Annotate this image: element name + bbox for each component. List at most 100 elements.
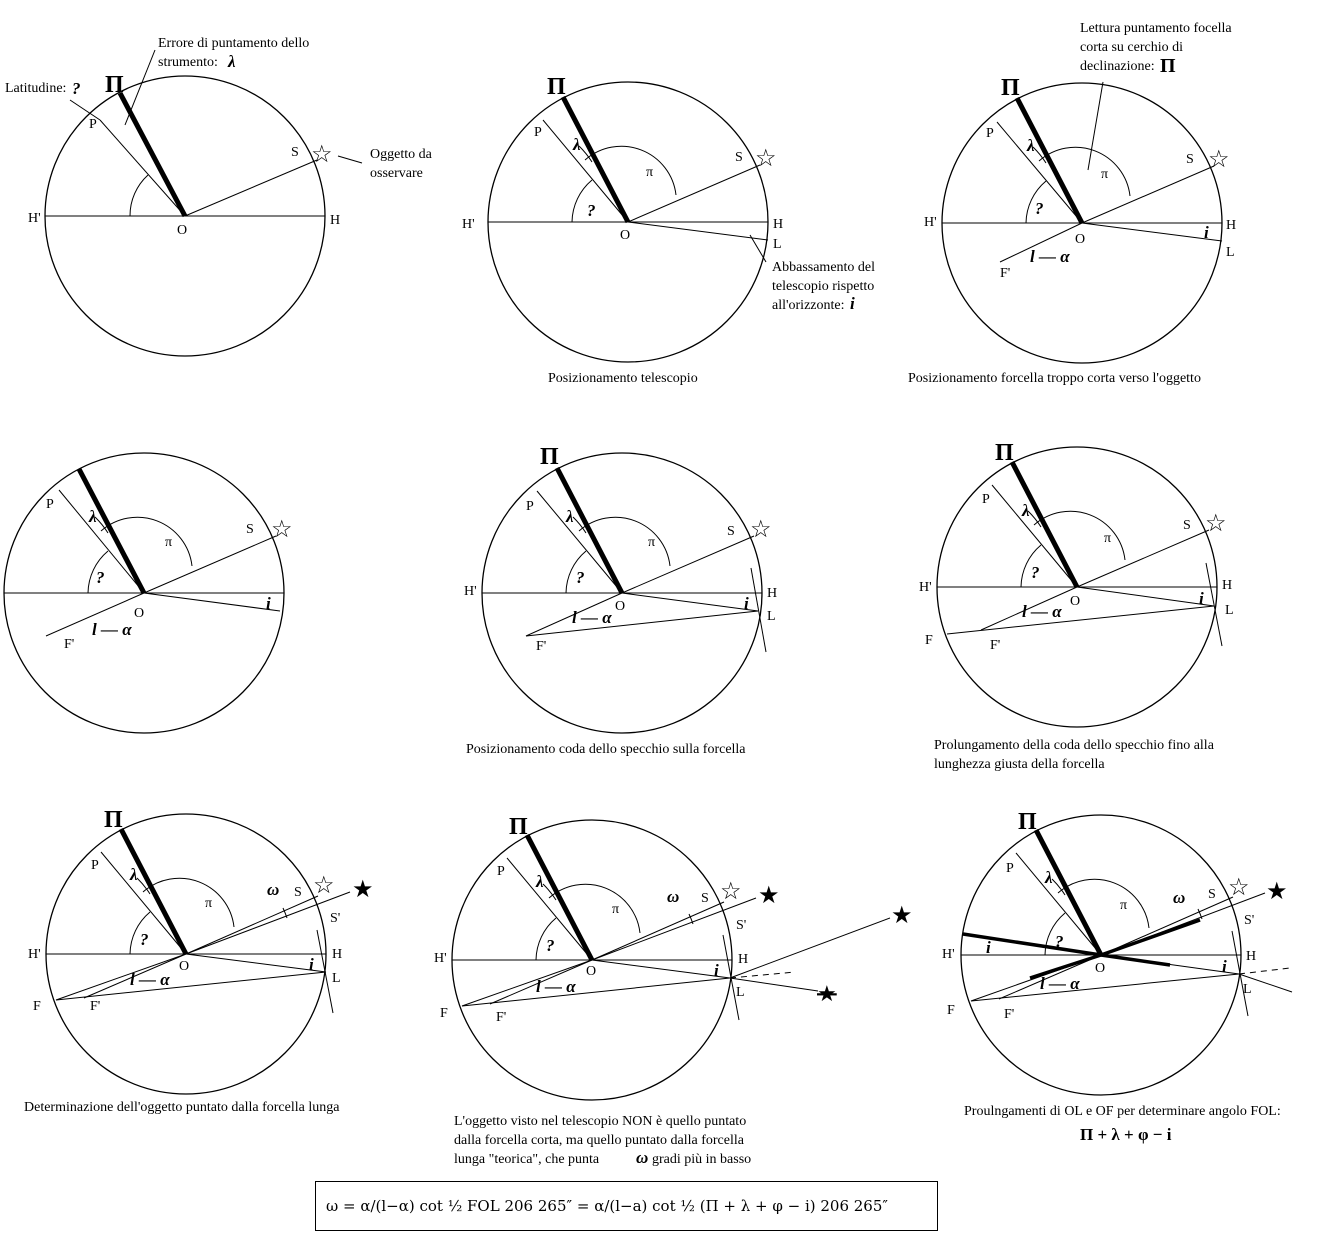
panel-5-lowered-telescope-line bbox=[621, 592, 759, 612]
panel-9-label-l-alpha: l — α bbox=[1040, 974, 1080, 993]
panel-3-label-L: L bbox=[1226, 245, 1235, 260]
panel-2-abbass-line2: telescopio rispetto bbox=[772, 279, 874, 294]
panel-7-label-Sprime: S' bbox=[330, 911, 340, 926]
panel-5-polar-axis bbox=[536, 490, 623, 594]
panel-4-star-line bbox=[143, 535, 277, 594]
panel-9: Π P λ π ? i ω S ☆ ★ S' H' H O i L l — α … bbox=[942, 809, 1293, 1144]
panel-9-caption-line1: Proulngamenti di OL e OF per determinare… bbox=[964, 1104, 1281, 1119]
panel-8-lowered-telescope-line bbox=[591, 959, 731, 979]
panel-6-label-Hprime: H' bbox=[919, 580, 932, 595]
panel-3-label-lambda: λ bbox=[1026, 136, 1035, 155]
panel-7-perpendicular-line bbox=[316, 929, 334, 1014]
panel-7-star-line bbox=[185, 895, 319, 955]
panel-5-label-S: S bbox=[727, 524, 735, 539]
panel-7-label-omega: ω bbox=[267, 880, 279, 899]
panel-8-telescope-sight-line bbox=[729, 917, 891, 979]
panel-9-label-i: i bbox=[1222, 957, 1227, 976]
panel-6-label-phi: ? bbox=[1031, 563, 1040, 582]
panel-3-phi-arc bbox=[1025, 180, 1047, 224]
panel-9-extended-tail-line bbox=[970, 973, 1240, 1002]
panel-6-polar-axis bbox=[991, 484, 1078, 588]
panel-5-short-fork-line bbox=[525, 592, 623, 637]
panel-9-OF-segment bbox=[1029, 953, 1102, 980]
panel-9-phi-arc bbox=[1044, 912, 1066, 956]
panel-1: Π P S H' H O ☆ Latitudine: ? Errore di p… bbox=[5, 36, 433, 357]
panel-2-label-H: H bbox=[773, 217, 783, 232]
panel-6-lowered-telescope-line bbox=[1076, 586, 1215, 607]
panel-9-OL-extension bbox=[962, 932, 1102, 957]
panel-7-label-S: S bbox=[294, 885, 302, 900]
panel-6-label-P: P bbox=[982, 492, 990, 507]
panel-3-label-P: P bbox=[986, 126, 994, 141]
panel-2-label-S: S bbox=[735, 150, 743, 165]
panel-8-label-omega: ω bbox=[667, 887, 679, 906]
panel-3-star-open-icon: ☆ bbox=[1208, 147, 1230, 173]
formula-text: ω = α/(l−α) cot ½ FOL 206 265″ = α/(l−a)… bbox=[326, 1197, 888, 1215]
panel-9-star-open-icon: ☆ bbox=[1228, 875, 1250, 901]
panel-9-star-line bbox=[1100, 896, 1234, 956]
panel-7-label-pi-small: π bbox=[205, 896, 212, 911]
panel-8-label-Hprime: H' bbox=[434, 951, 447, 966]
panel-4-short-fork-line bbox=[45, 592, 145, 637]
panel-8-telescope-axis bbox=[524, 833, 595, 962]
panel-6-telescope-axis bbox=[1009, 460, 1080, 589]
panel-3-lettura-line3: declinazione: bbox=[1080, 59, 1155, 74]
panel-6-phi-arc bbox=[1020, 544, 1042, 588]
panel-2-lowered-telescope-line bbox=[627, 221, 769, 241]
panel-6-label-L: L bbox=[1225, 603, 1234, 618]
panel-1-errore-symbol: λ bbox=[227, 52, 236, 71]
panel-1-errore-line1: Errore di puntamento dello bbox=[158, 36, 309, 51]
panel-1-errore-line2: strumento: bbox=[158, 55, 218, 70]
panel-3-lettura-symbol: Π bbox=[1160, 55, 1176, 77]
panel-8-lambda-arc bbox=[542, 883, 557, 901]
panel-3-label-phi: ? bbox=[1035, 199, 1044, 218]
panel-4-label-pi-small: π bbox=[165, 535, 172, 550]
panel-8-star-line bbox=[591, 901, 725, 961]
panel-9-label-Sprime: S' bbox=[1244, 913, 1254, 928]
panel-4-label-i: i bbox=[266, 594, 271, 613]
panel-7-label-F: F bbox=[33, 999, 41, 1014]
panel-7-label-P: P bbox=[91, 858, 99, 873]
panel-8-label-L: L bbox=[736, 985, 745, 1000]
panel-9-perpendicular-line bbox=[1231, 930, 1249, 1017]
panel-2-label-Hprime: H' bbox=[462, 217, 475, 232]
panel-7-label-lambda: λ bbox=[129, 865, 138, 884]
panel-7-label-Hprime: H' bbox=[28, 947, 41, 962]
panel-9-omega-arc bbox=[1197, 908, 1203, 920]
panel-6: Π P λ π ? S ☆ H' H O i L l — α F F' Prol… bbox=[919, 440, 1234, 772]
panel-2-abbass-line3: all'orizzonte: bbox=[772, 298, 845, 313]
panel-9-label-phi: ? bbox=[1055, 932, 1064, 951]
panel-8-long-fork-line bbox=[461, 959, 593, 1007]
panel-9-caption-line2: Π + λ + φ − i bbox=[1080, 1125, 1172, 1144]
panel-3-label-H: H bbox=[1226, 218, 1236, 233]
panel-3-label-l-alpha: l — α bbox=[1030, 247, 1070, 266]
panel-8-star-filled-icon: ★ bbox=[758, 883, 780, 909]
panel-4-label-O: O bbox=[134, 606, 144, 621]
panel-7-pi-arc bbox=[142, 877, 235, 928]
panel-1-latitudine-symbol: ? bbox=[72, 79, 81, 98]
panel-7-label-i: i bbox=[309, 955, 314, 974]
panel-7-lowered-telescope-line bbox=[185, 953, 327, 973]
panel-2: Π P λ π ? S ☆ H' H O L Abbassamento del … bbox=[462, 74, 875, 386]
panel-7-telescope-axis bbox=[118, 827, 189, 956]
panel-4-polar-axis bbox=[58, 489, 145, 594]
panel-3-short-fork-line bbox=[999, 222, 1083, 263]
panel-1-oggetto-line2: osservare bbox=[370, 166, 423, 181]
panel-3-label-pi-small: π bbox=[1101, 167, 1108, 182]
panel-1-error-leader bbox=[124, 49, 156, 126]
panel-6-lambda-arc bbox=[1027, 510, 1042, 528]
panel-8-long-fork-star-line bbox=[591, 897, 757, 961]
panel-9-label-O: O bbox=[1095, 961, 1105, 976]
panel-2-caption: Posizionamento telescopio bbox=[548, 371, 698, 386]
panel-6-label-pi: Π bbox=[995, 440, 1014, 466]
panel-5-label-phi: ? bbox=[576, 568, 585, 587]
panel-8-label-l-alpha: l — α bbox=[536, 977, 576, 996]
panel-8-label-pi-small: π bbox=[612, 902, 619, 917]
panel-7-extended-tail-line bbox=[55, 971, 327, 1001]
panel-8-label-Sprime: S' bbox=[736, 918, 746, 933]
formula-box: ω = α/(l−α) cot ½ FOL 206 265″ = α/(l−a)… bbox=[315, 1181, 938, 1231]
panel-8-label-H: H bbox=[738, 952, 748, 967]
panel-6-label-O: O bbox=[1070, 594, 1080, 609]
panel-1-phi-arc bbox=[129, 174, 149, 217]
